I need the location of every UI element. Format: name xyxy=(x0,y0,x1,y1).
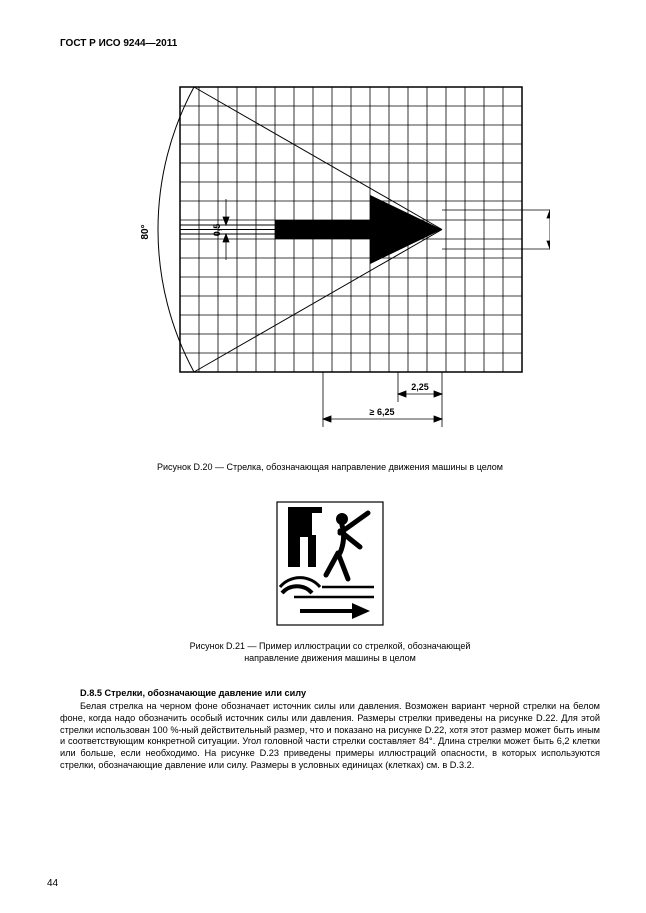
svg-text:0,5: 0,5 xyxy=(212,224,222,237)
figure-d20: 0,5 2,0 xyxy=(60,77,600,473)
page-number: 44 xyxy=(47,878,58,889)
svg-text:2,25: 2,25 xyxy=(411,382,429,392)
figure-d20-caption: Рисунок D.20 — Стрелка, обозначающая нап… xyxy=(60,461,600,473)
figure-d21: Рисунок D.21 — Пример иллюстрации со стр… xyxy=(60,501,600,664)
document-header: ГОСТ Р ИСО 9244—2011 xyxy=(60,38,600,49)
figure-d21-svg xyxy=(276,501,384,626)
svg-text:80°: 80° xyxy=(140,224,151,239)
figure-d21-caption: Рисунок D.21 — Пример иллюстрации со стр… xyxy=(60,640,600,664)
section-d85-heading: D.8.5 Стрелки, обозначающие давление или… xyxy=(80,688,306,698)
figure-d20-svg: 0,5 2,0 xyxy=(110,77,550,447)
svg-text:≥ 6,25: ≥ 6,25 xyxy=(370,407,395,417)
section-d85: D.8.5 Стрелки, обозначающие давление или… xyxy=(60,688,600,700)
section-d85-paragraph: Белая стрелка на черном фоне обозначает … xyxy=(60,701,600,772)
